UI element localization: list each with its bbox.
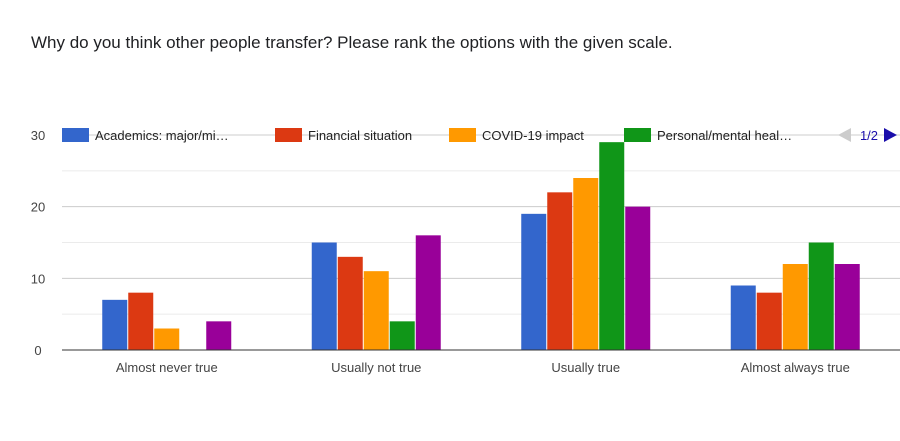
bar (363, 271, 389, 350)
x-tick-label: Almost always true (741, 360, 850, 375)
bar (102, 299, 128, 350)
y-tick-label: 20 (31, 200, 45, 215)
bar (521, 213, 547, 350)
legend-page-indicator: 1/2 (860, 128, 878, 143)
bar (415, 235, 441, 350)
bar (756, 292, 782, 350)
legend-label: Financial situation (308, 128, 412, 143)
triangle-right-icon[interactable] (884, 128, 897, 142)
legend-swatch (62, 128, 89, 142)
bar (206, 321, 232, 350)
bar (311, 242, 337, 350)
gridlines (62, 134, 900, 315)
triangle-left-icon[interactable] (838, 128, 851, 142)
bar (389, 321, 415, 350)
bar (599, 142, 625, 350)
bar (337, 256, 363, 350)
y-tick-label: 30 (31, 128, 45, 143)
axes: 0 10 20 30 Almost never true Usually not true… (31, 128, 900, 375)
x-tick-label: Usually not true (331, 360, 421, 375)
bar (547, 192, 573, 350)
legend-swatch (624, 128, 651, 142)
bar (808, 242, 834, 350)
bar (573, 178, 599, 350)
bars (102, 142, 860, 350)
bar (730, 285, 756, 350)
x-tick-label: Usually true (551, 360, 620, 375)
y-tick-label: 10 (31, 271, 45, 286)
legend-label: COVID-19 impact (482, 128, 584, 143)
bar (834, 264, 860, 350)
legend-swatch (449, 128, 476, 142)
bar (154, 328, 180, 350)
legend-label: Personal/mental heal… (657, 128, 792, 143)
bar (782, 264, 808, 350)
legend-label: Academics: major/mi… (95, 128, 229, 143)
bar (625, 206, 651, 350)
legend: Academics: major/mi… Financial situation C… (62, 128, 897, 143)
legend-swatch (275, 128, 302, 142)
question-title: Why do you think other people transfer? … (31, 33, 673, 52)
bar (128, 292, 154, 350)
x-tick-label: Almost never true (116, 360, 218, 375)
y-tick-label: 0 (34, 343, 41, 358)
